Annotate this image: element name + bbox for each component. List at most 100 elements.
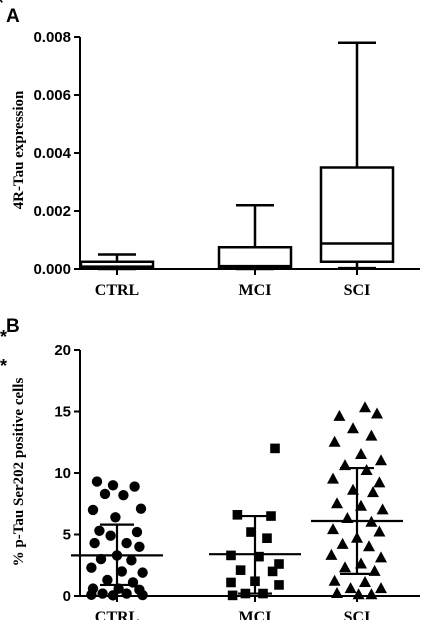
panel-b-y-tick-label: 5: [63, 527, 71, 544]
data-point-triangle: [339, 561, 351, 573]
data-point-triangle: [360, 464, 373, 476]
data-point-square: [246, 527, 256, 537]
data-point-triangle: [375, 454, 387, 466]
data-point-circle: [91, 476, 103, 487]
data-point-triangle: [328, 574, 341, 586]
panel-a-x-tick-label-sci: SCI: [344, 282, 371, 299]
data-point-triangle: [331, 497, 343, 509]
data-point-circle: [86, 589, 97, 600]
data-point-triangle: [373, 525, 386, 537]
panel-b-marks: ** **: [0, 327, 403, 601]
panel-a-y-tick-label: 0.004: [33, 145, 71, 162]
data-point-circle: [137, 589, 148, 601]
panel-a-y-tick-label: 0.006: [33, 87, 71, 104]
panel-a-x-tick-label-ctrl: CTRL: [95, 282, 139, 299]
data-point-circle: [135, 503, 147, 514]
data-point-circle: [102, 574, 113, 586]
panel-a-letter: A: [6, 6, 20, 27]
data-point-triangle: [367, 486, 379, 498]
panel-b-y-tick-label: 20: [54, 342, 71, 359]
data-point-triangle: [373, 476, 386, 488]
data-point-circle: [94, 525, 105, 537]
data-point-circle: [87, 504, 99, 516]
panel-a-y-axis-label: 4R-Tau expression: [11, 90, 27, 209]
data-point-circle: [107, 480, 119, 491]
panel-b: B % p-Tau Ser202 positive cells 0 5 10 15 20…: [0, 316, 420, 620]
data-point-square: [274, 559, 284, 569]
data-point-triangle: [375, 551, 387, 563]
panel-a-x-tick-label-mci: MCI: [239, 282, 272, 299]
data-point-square: [262, 533, 272, 543]
data-point-triangle: [363, 540, 375, 552]
data-point-circle: [131, 526, 143, 538]
panel-a-significance-label: *: [0, 0, 4, 13]
data-point-square: [254, 551, 264, 562]
panel-a-y-tick-label: 0.002: [33, 203, 71, 220]
data-point-triangle: [359, 401, 371, 413]
panel-b-significance-label: **: [0, 356, 7, 376]
panel-a: A 4R-Tau expression 0.000 0.002 0.004 0.006…: [0, 0, 420, 299]
data-point-triangle: [327, 472, 339, 484]
data-point-triangle: [355, 448, 367, 460]
box-iqr: [79, 260, 155, 270]
data-point-circle: [137, 567, 148, 578]
data-point-circle: [116, 566, 128, 577]
data-point-triangle: [336, 537, 349, 549]
panel-b-y-tick-label: 15: [54, 404, 71, 421]
data-point-triangle: [333, 409, 346, 421]
data-point-circle: [110, 512, 121, 523]
panel-a-y-tick-label: 0.008: [33, 29, 71, 46]
data-point-circle: [126, 555, 137, 566]
box-iqr: [217, 246, 293, 270]
data-point-square: [226, 577, 236, 588]
panel-b-letter: B: [6, 316, 20, 337]
box-sci: [319, 41, 395, 270]
data-point-circle: [99, 488, 111, 500]
data-point-square: [235, 565, 246, 575]
data-point-square: [274, 580, 284, 590]
data-point-circle: [107, 590, 119, 601]
data-point-circle: [86, 562, 97, 573]
data-point-triangle: [365, 588, 378, 600]
data-point-square: [232, 510, 243, 520]
points-sci: [311, 401, 403, 600]
data-point-circle: [129, 481, 140, 492]
data-point-triangle: [331, 587, 343, 599]
data-point-square: [267, 566, 278, 577]
data-point-square: [270, 443, 280, 454]
data-point-triangle: [365, 429, 378, 441]
panel-b-y-tick-label: 10: [54, 465, 71, 482]
data-point-circle: [105, 530, 116, 541]
panel-b-y-tick-label: 0: [63, 588, 71, 605]
points-ctrl: [71, 476, 163, 601]
data-point-circle: [121, 588, 132, 599]
panel-a-y-tick-label: 0.000: [33, 261, 71, 278]
box-iqr: [319, 166, 395, 263]
points-mci: [209, 443, 301, 601]
panel-b-x-tick-label-mci: MCI: [239, 609, 272, 620]
data-point-triangle: [352, 588, 365, 600]
data-point-square: [227, 590, 238, 601]
data-point-triangle: [371, 407, 383, 419]
box-ctrl: [79, 253, 155, 271]
data-point-triangle: [344, 582, 357, 594]
data-point-triangle: [325, 548, 338, 560]
data-point-circle: [121, 537, 132, 549]
data-point-circle: [118, 489, 129, 501]
data-point-triangle: [328, 435, 341, 447]
data-point-triangle: [347, 422, 359, 434]
panel-b-y-axis-label: % p-Tau Ser202 positive cells: [11, 378, 27, 567]
data-point-triangle: [375, 582, 387, 594]
data-point-circle: [97, 588, 108, 599]
data-point-triangle: [327, 523, 339, 535]
panel-a-marks: *: [0, 0, 395, 271]
panel-b-x-tick-label-ctrl: CTRL: [95, 609, 139, 620]
data-point-triangle: [376, 503, 389, 515]
box-mci: [217, 203, 293, 271]
data-point-square: [226, 550, 236, 561]
data-point-triangle: [359, 575, 371, 587]
data-point-circle: [134, 541, 145, 552]
data-point-circle: [89, 537, 100, 549]
panel-b-x-tick-label-sci: SCI: [344, 609, 371, 620]
